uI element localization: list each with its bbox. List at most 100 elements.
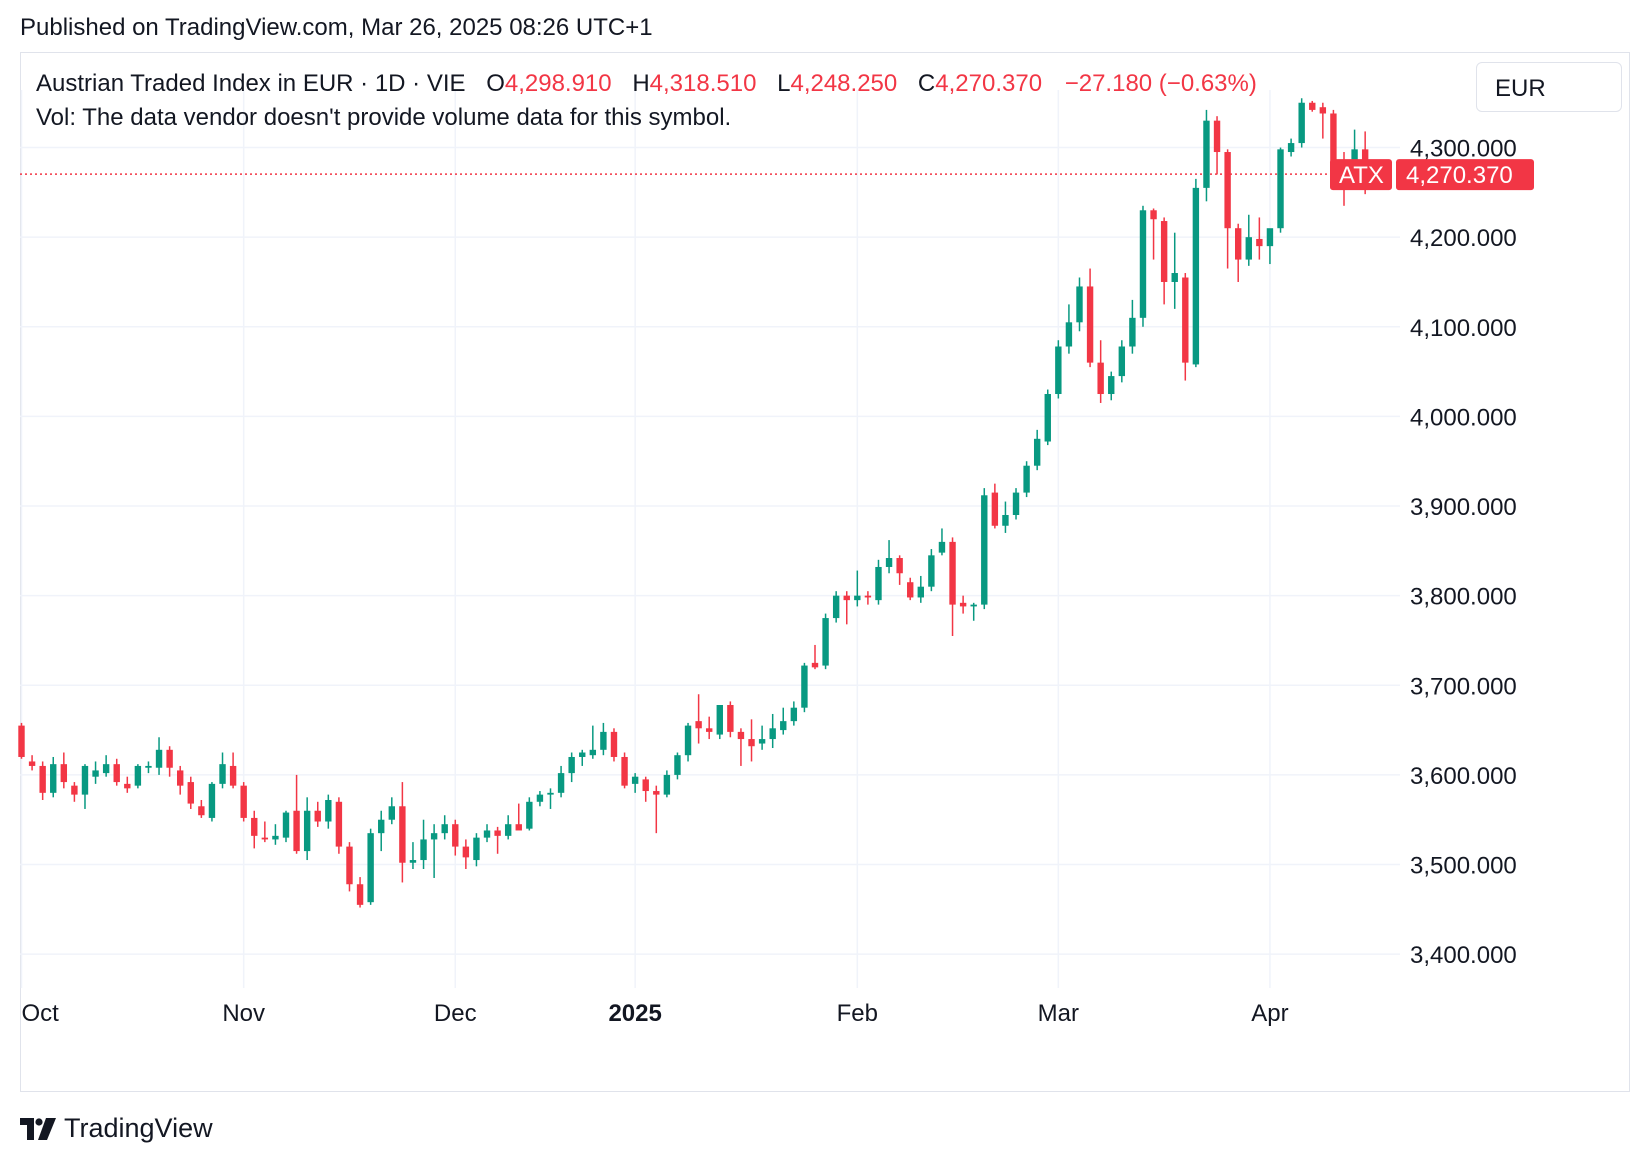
candle[interactable] <box>1055 340 1062 399</box>
candle[interactable] <box>1076 277 1083 332</box>
candle[interactable] <box>959 595 967 614</box>
candle[interactable] <box>1266 228 1274 265</box>
candle[interactable] <box>1044 389 1051 446</box>
candle[interactable] <box>145 761 152 774</box>
candle[interactable] <box>568 752 575 783</box>
candle[interactable] <box>1171 232 1178 309</box>
candle[interactable] <box>1256 217 1263 260</box>
candle[interactable] <box>314 801 321 827</box>
candle[interactable] <box>1287 138 1295 157</box>
candle[interactable] <box>695 694 702 744</box>
candle[interactable] <box>547 788 554 809</box>
candle[interactable] <box>579 749 586 766</box>
candle[interactable] <box>811 644 819 670</box>
candle[interactable] <box>1139 205 1147 327</box>
candle[interactable] <box>483 824 491 843</box>
candle[interactable] <box>1097 340 1104 403</box>
candle[interactable] <box>134 764 142 789</box>
candle[interactable] <box>504 815 512 840</box>
candle[interactable] <box>229 752 237 789</box>
candle[interactable] <box>208 782 216 822</box>
candle[interactable] <box>325 794 332 829</box>
candle[interactable] <box>610 728 618 762</box>
candle[interactable] <box>50 756 57 798</box>
candle[interactable] <box>1065 304 1073 354</box>
candle[interactable] <box>1150 208 1157 260</box>
candle[interactable] <box>663 770 671 798</box>
candle[interactable] <box>1319 102 1327 139</box>
candle[interactable] <box>102 755 110 777</box>
candle[interactable] <box>1129 299 1136 354</box>
candle[interactable] <box>885 540 893 574</box>
candle[interactable] <box>526 797 533 831</box>
candle[interactable] <box>949 537 956 636</box>
candle[interactable] <box>917 575 924 603</box>
candle[interactable] <box>1213 116 1221 175</box>
currency-button[interactable]: EUR <box>1476 62 1622 112</box>
candle[interactable] <box>92 761 99 784</box>
candle[interactable] <box>843 591 850 625</box>
candle[interactable] <box>970 602 977 621</box>
candle[interactable] <box>515 803 522 831</box>
candle[interactable] <box>896 555 903 585</box>
candle[interactable] <box>166 746 173 777</box>
candle[interactable] <box>928 549 935 592</box>
candle[interactable] <box>494 826 501 854</box>
candle[interactable] <box>113 758 120 786</box>
candle[interactable] <box>748 719 755 762</box>
candle[interactable] <box>272 824 279 845</box>
candle[interactable] <box>822 613 829 670</box>
candle[interactable] <box>388 797 395 825</box>
candle[interactable] <box>600 722 607 756</box>
candle[interactable] <box>706 716 713 740</box>
candle[interactable] <box>441 815 448 840</box>
candle[interactable] <box>18 722 25 759</box>
candle[interactable] <box>378 810 385 852</box>
candle[interactable] <box>737 728 745 766</box>
candle[interactable] <box>1108 371 1115 401</box>
candle[interactable] <box>832 591 840 623</box>
candle[interactable] <box>1245 214 1252 266</box>
candle[interactable] <box>991 483 999 529</box>
candle[interactable] <box>124 776 131 793</box>
candle[interactable] <box>1298 98 1305 148</box>
candle[interactable] <box>1309 100 1316 112</box>
footer-brand[interactable]: TradingView <box>20 1113 213 1144</box>
candle[interactable] <box>1012 488 1020 520</box>
candle[interactable] <box>854 570 861 607</box>
candle[interactable] <box>684 722 692 762</box>
candle[interactable] <box>420 819 427 870</box>
candle[interactable] <box>1224 149 1231 269</box>
candle[interactable] <box>240 782 247 822</box>
candle[interactable] <box>536 791 544 807</box>
candle[interactable] <box>790 701 798 726</box>
candle[interactable] <box>801 662 808 713</box>
candle[interactable] <box>864 591 872 605</box>
candle[interactable] <box>653 785 660 834</box>
candle[interactable] <box>261 821 269 843</box>
candle[interactable] <box>452 819 459 856</box>
candle[interactable] <box>177 765 184 795</box>
candle[interactable] <box>28 755 36 771</box>
candle[interactable] <box>875 559 882 605</box>
candle[interactable] <box>589 725 597 759</box>
candle[interactable] <box>462 839 470 870</box>
candle[interactable] <box>758 725 766 750</box>
candle[interactable] <box>293 774 300 854</box>
candle[interactable] <box>1235 223 1242 282</box>
candle[interactable] <box>621 752 628 789</box>
candle[interactable] <box>1160 217 1168 305</box>
candle[interactable] <box>335 797 343 854</box>
candle[interactable] <box>557 765 565 798</box>
candle[interactable] <box>399 782 406 883</box>
candle[interactable] <box>907 577 914 601</box>
candle[interactable] <box>1192 178 1200 368</box>
candle[interactable] <box>1182 273 1189 381</box>
candle[interactable] <box>187 776 194 809</box>
candle[interactable] <box>1033 429 1041 471</box>
candle[interactable] <box>430 824 438 878</box>
candle[interactable] <box>727 701 734 738</box>
candle[interactable] <box>155 737 163 775</box>
candle[interactable] <box>1277 147 1284 233</box>
